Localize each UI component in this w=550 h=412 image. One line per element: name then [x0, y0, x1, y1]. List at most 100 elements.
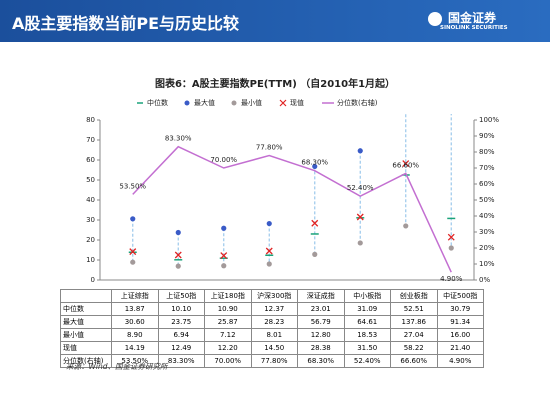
table-cell: 77.80%	[250, 354, 298, 368]
point	[266, 220, 272, 227]
table-cell: 深证成指	[297, 289, 345, 303]
point	[175, 263, 181, 269]
table-cell: 创业板指	[390, 289, 438, 303]
table-cell: 23.75	[157, 315, 205, 329]
table-row: 现值 14.19 12.49 12.20 14.50 28.38 31.50 58.22 21.…	[60, 341, 484, 355]
current-mark	[129, 248, 137, 256]
current-mark	[402, 160, 410, 168]
table-cell: 8.01	[250, 328, 298, 342]
table-cell: 91.34	[436, 315, 484, 329]
y2-tick-label: 10%	[479, 260, 495, 268]
table-cell: 21.40	[436, 341, 484, 355]
table-cell: 最大值	[60, 315, 112, 329]
current-mark	[311, 219, 319, 227]
table-cell: 18.53	[343, 328, 391, 342]
y-tick-label: 50	[86, 176, 95, 184]
data-label: 4.90%	[440, 275, 463, 283]
legend-label: 最大值	[194, 98, 215, 107]
data-label: 70.00%	[210, 156, 237, 164]
table-cell: 14.19	[111, 341, 159, 355]
y-tick-label: 40	[86, 196, 95, 204]
table-cell: 16.00	[436, 328, 484, 342]
point	[357, 148, 363, 154]
y2-tick-label: 50%	[479, 196, 495, 204]
table-cell: 68.30%	[297, 354, 345, 368]
y2-tick-label: 20%	[479, 244, 495, 252]
point	[403, 223, 409, 229]
point	[266, 261, 272, 267]
table-cell: 12.20	[204, 341, 252, 355]
logo-name: 国金证券	[448, 11, 497, 25]
legend-swatch	[279, 99, 287, 107]
table-cell: 31.50	[343, 341, 391, 355]
y-tick-label: 60	[86, 156, 95, 164]
y2-tick-label: 30%	[479, 228, 495, 236]
page-title: A股主要指数当前PE与历史比较	[12, 14, 240, 33]
table-cell: 12.49	[157, 341, 205, 355]
table-cell: 上证50指	[157, 289, 205, 303]
table-cell: 56.79	[297, 315, 345, 329]
table-cell: 66.60%	[390, 354, 438, 368]
table-cell: 最小值	[60, 328, 112, 342]
table-cell: 14.50	[250, 341, 298, 355]
table-cell: 12.37	[250, 302, 298, 316]
current-mark	[174, 251, 182, 259]
point	[449, 95, 454, 100]
legend-swatch	[184, 100, 190, 106]
percentile-line	[132, 145, 452, 273]
y-tick-label: 0	[91, 276, 95, 284]
table-cell: 6.94	[157, 328, 205, 342]
table-cell: 上证180指	[204, 289, 252, 303]
table-cell: 58.22	[390, 341, 438, 355]
legend-swatch	[231, 100, 237, 106]
y2-tick-label: 0%	[479, 276, 490, 284]
table-cell: 25.87	[204, 315, 252, 329]
current-mark	[265, 247, 273, 255]
table-cell: 7.12	[204, 328, 252, 342]
data-label: 68.30%	[301, 159, 328, 167]
data-label: 77.80%	[256, 144, 283, 152]
point	[221, 263, 227, 269]
table-cell: 30.79	[436, 302, 484, 316]
table-row: 中位数 13.87 10.10 10.90 12.37 23.01 31.09 52.51 30…	[60, 302, 484, 316]
y2-tick-label: 100%	[479, 116, 499, 124]
point	[221, 225, 227, 231]
point	[130, 259, 136, 265]
table-row: 最大值 30.60 23.75 25.87 28.23 56.79 64.61 137.86 9…	[60, 315, 484, 329]
y2-tick-label: 80%	[479, 148, 495, 156]
table-cell: 中证500指	[436, 289, 484, 303]
table-cell: 8.90	[111, 328, 159, 342]
point	[312, 251, 318, 257]
data-label: 53.50%	[119, 182, 146, 190]
table-cell: 12.80	[297, 328, 345, 342]
table-row: 分位数(右轴) 53.50% 83.30% 70.00% 77.80% 68.30% 52.…	[60, 354, 484, 368]
table-cell: 52.51	[390, 302, 438, 316]
table-cell: 现值	[60, 341, 112, 355]
data-label: 66.60%	[392, 161, 419, 169]
legend-label: 现值	[290, 98, 304, 107]
point	[403, 2, 408, 7]
table-cell: 64.61	[343, 315, 391, 329]
y2-tick-label: 60%	[479, 180, 495, 188]
logo-sub: SINOLINK SECURITIES	[440, 25, 508, 31]
current-mark	[447, 233, 455, 241]
point	[175, 229, 181, 236]
point	[312, 163, 318, 170]
y2-tick-label: 40%	[479, 212, 495, 220]
table-cell: 27.04	[390, 328, 438, 342]
table-cell: 70.00%	[204, 354, 252, 368]
y2-tick-label: 90%	[479, 132, 495, 140]
table-cell: 分位数(右轴)	[60, 354, 112, 368]
table-cell: 52.40%	[343, 354, 391, 368]
y-tick-label: 20	[86, 236, 95, 244]
data-label: 83.30%	[165, 135, 192, 143]
source: 来源：Wind、国金证券研究所	[66, 362, 168, 371]
table-cell: 4.90%	[436, 354, 484, 368]
table-cell: 23.01	[297, 302, 345, 316]
table-cell: 10.90	[204, 302, 252, 316]
table-cell: 中小板指	[343, 289, 391, 303]
table-cell: 28.23	[250, 315, 298, 329]
table-cell: 137.86	[390, 315, 438, 329]
